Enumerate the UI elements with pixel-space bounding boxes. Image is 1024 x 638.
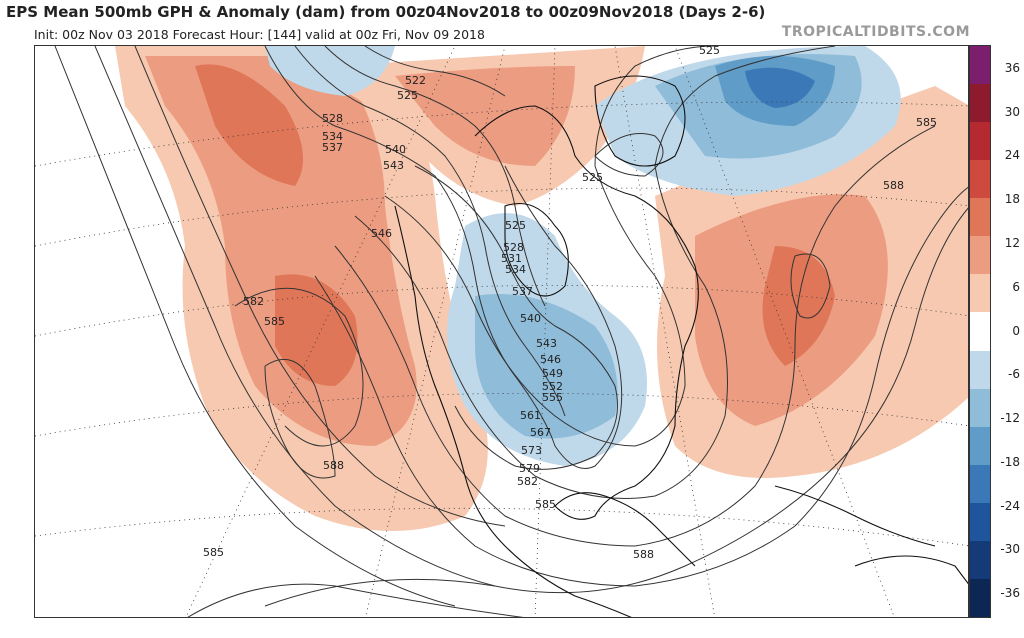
warm-anomaly-atlantic-core (762, 246, 835, 366)
colorbar-tick-label: -6 (1008, 367, 1020, 382)
contour-labels: 525 522 525 528 534 537 540 543 546 585 … (203, 46, 937, 561)
label-588-atlantic: 588 (883, 179, 904, 192)
label-588-caribbean: 588 (633, 548, 654, 561)
label-561-south: 561 (520, 409, 541, 422)
graticule (35, 46, 968, 617)
weather-map: 525 522 525 528 534 537 540 543 546 585 … (34, 45, 969, 618)
colorbar-segment (970, 198, 990, 237)
label-525-greenland-coast: 525 (582, 171, 603, 184)
map-title: EPS Mean 500mb GPH & Anomaly (dam) from … (6, 3, 766, 21)
warm-anomaly-alaska (195, 64, 303, 186)
label-546-pnw: 546 (371, 227, 392, 240)
label-549-midwest: 549 (542, 367, 563, 380)
label-579-texas: 579 (519, 462, 540, 475)
colorbar-tick-labels: 36 30 24 18 12 6 0 -6 -12 -18 -24 -30 -36 (992, 45, 1024, 618)
label-552-plains: 552 (542, 380, 563, 393)
label-582-gulf: 582 (517, 475, 538, 488)
colorbar-tick-label: 24 (1004, 148, 1020, 163)
colorbar-tick-label: 0 (1012, 323, 1020, 338)
brand-watermark: TROPICALTIDBITS.COM (781, 24, 970, 40)
label-588-subtropical: 588 (323, 459, 344, 472)
map-canvas: 525 522 525 528 534 537 540 543 546 585 … (35, 46, 968, 617)
colorbar-tick-label: 6 (1012, 279, 1020, 294)
colorbar-segment (970, 274, 990, 313)
label-585-tropical: 585 (203, 546, 224, 559)
cold-anomaly-greenland-deep (745, 67, 815, 108)
colorbar-segment (970, 122, 990, 161)
colorbar-segment (970, 46, 990, 85)
label-546-midwest: 546 (540, 353, 561, 366)
label-525-hudson: 525 (505, 219, 526, 232)
label-582-epac: 582 (243, 295, 264, 308)
label-525-greenland: 525 (699, 46, 720, 57)
warm-anomaly-pacific-core (275, 274, 358, 386)
colorbar-segment (970, 388, 990, 428)
colorbar-tick-label: 30 (1004, 104, 1020, 119)
label-540-bc: 540 (385, 143, 406, 156)
coastlines (394, 75, 968, 617)
colorbar-tick-label: -12 (1000, 411, 1020, 426)
label-585-gulf: 585 (535, 498, 556, 511)
label-543-plains: 543 (536, 337, 557, 350)
colorbar-segment (970, 426, 990, 466)
colorbar-segment (970, 84, 990, 123)
label-555-plains: 555 (542, 391, 563, 404)
label-537-goa: 537 (322, 141, 343, 154)
colorbar-tick-label: -30 (1000, 542, 1020, 557)
colorbar-segment (970, 502, 990, 542)
cold-anomaly-central-us-mid (475, 294, 618, 439)
label-534-hudson: 534 (505, 263, 526, 276)
label-567-south: 567 (530, 426, 551, 439)
label-585-epac: 585 (264, 315, 285, 328)
label-537-canada: 537 (512, 285, 533, 298)
colorbar-segment (970, 236, 990, 275)
colorbar-tick-label: -36 (1000, 586, 1020, 601)
colorbar-segment (970, 160, 990, 199)
map-subtitle: Init: 00z Nov 03 2018 Forecast Hour: [14… (34, 27, 485, 42)
label-531-hudson: 531 (501, 252, 522, 265)
label-525-alaska: 525 (397, 89, 418, 102)
label-573-texas: 573 (521, 444, 542, 457)
colorbar-segment (970, 540, 990, 580)
height-contours (54, 46, 968, 617)
anomaly-colorbar (969, 45, 991, 618)
colorbar-segment (970, 312, 990, 352)
label-522-alaska: 522 (405, 74, 426, 87)
colorbar-tick-label: 18 (1004, 192, 1020, 207)
colorbar-segment (970, 464, 990, 504)
label-528-goa: 528 (322, 112, 343, 125)
label-528-hudson: 528 (503, 241, 524, 254)
cold-anomaly-bering (265, 46, 395, 96)
colorbar-tick-label: 12 (1004, 235, 1020, 250)
colorbar-segment (970, 350, 990, 390)
label-543-bc: 543 (383, 159, 404, 172)
colorbar-tick-label: -18 (1000, 454, 1020, 469)
colorbar-tick-label: -24 (1000, 498, 1020, 513)
colorbar-segment (970, 578, 990, 618)
label-534-goa: 534 (322, 130, 343, 143)
label-540-canada: 540 (520, 312, 541, 325)
warm-anomaly-north-canada-mid (395, 66, 575, 166)
colorbar-tick-label: 36 (1004, 60, 1020, 75)
label-585-atlantic: 585 (916, 116, 937, 129)
